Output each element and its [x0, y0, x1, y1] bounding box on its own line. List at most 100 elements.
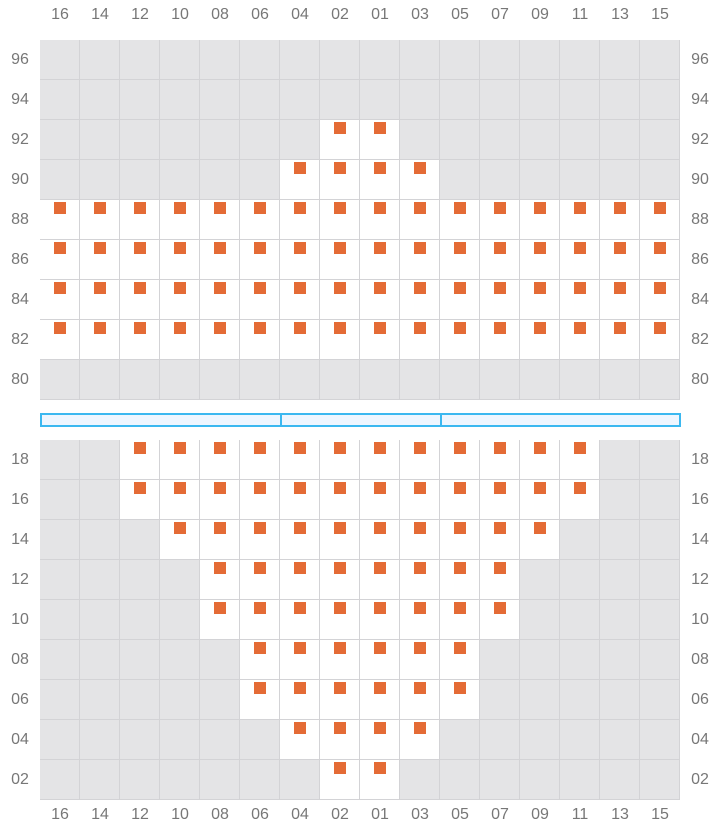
seat-84-04[interactable]: [294, 282, 306, 294]
seat-14-10[interactable]: [174, 522, 186, 534]
seat-08-05[interactable]: [454, 642, 466, 654]
seat-86-16[interactable]: [54, 242, 66, 254]
seat-88-04[interactable]: [294, 202, 306, 214]
seat-18-10[interactable]: [174, 442, 186, 454]
seat-84-06[interactable]: [254, 282, 266, 294]
seat-16-04[interactable]: [294, 482, 306, 494]
seat-82-08[interactable]: [214, 322, 226, 334]
seat-86-15[interactable]: [654, 242, 666, 254]
seat-08-04[interactable]: [294, 642, 306, 654]
seat-92-02[interactable]: [334, 122, 346, 134]
seat-82-14[interactable]: [94, 322, 106, 334]
seat-14-05[interactable]: [454, 522, 466, 534]
seat-14-09[interactable]: [534, 522, 546, 534]
seat-84-13[interactable]: [614, 282, 626, 294]
seat-16-11[interactable]: [574, 482, 586, 494]
seat-12-02[interactable]: [334, 562, 346, 574]
seat-14-07[interactable]: [494, 522, 506, 534]
seat-84-16[interactable]: [54, 282, 66, 294]
seat-18-11[interactable]: [574, 442, 586, 454]
seat-04-03[interactable]: [414, 722, 426, 734]
seat-82-02[interactable]: [334, 322, 346, 334]
seat-88-05[interactable]: [454, 202, 466, 214]
seat-86-10[interactable]: [174, 242, 186, 254]
seat-88-01[interactable]: [374, 202, 386, 214]
seat-88-16[interactable]: [54, 202, 66, 214]
seat-82-04[interactable]: [294, 322, 306, 334]
seat-84-01[interactable]: [374, 282, 386, 294]
seat-88-08[interactable]: [214, 202, 226, 214]
seat-88-06[interactable]: [254, 202, 266, 214]
seat-84-14[interactable]: [94, 282, 106, 294]
seat-90-04[interactable]: [294, 162, 306, 174]
seat-84-08[interactable]: [214, 282, 226, 294]
seat-88-11[interactable]: [574, 202, 586, 214]
seat-84-09[interactable]: [534, 282, 546, 294]
seat-84-07[interactable]: [494, 282, 506, 294]
seat-82-11[interactable]: [574, 322, 586, 334]
seat-18-03[interactable]: [414, 442, 426, 454]
seat-86-05[interactable]: [454, 242, 466, 254]
seat-04-04[interactable]: [294, 722, 306, 734]
seat-90-03[interactable]: [414, 162, 426, 174]
seat-88-12[interactable]: [134, 202, 146, 214]
seat-88-13[interactable]: [614, 202, 626, 214]
seat-16-05[interactable]: [454, 482, 466, 494]
seat-88-10[interactable]: [174, 202, 186, 214]
seat-14-01[interactable]: [374, 522, 386, 534]
seat-84-02[interactable]: [334, 282, 346, 294]
seat-82-05[interactable]: [454, 322, 466, 334]
seat-84-05[interactable]: [454, 282, 466, 294]
seat-82-06[interactable]: [254, 322, 266, 334]
seat-86-11[interactable]: [574, 242, 586, 254]
seat-16-03[interactable]: [414, 482, 426, 494]
seat-02-02[interactable]: [334, 762, 346, 774]
seat-06-01[interactable]: [374, 682, 386, 694]
seat-84-15[interactable]: [654, 282, 666, 294]
seat-86-06[interactable]: [254, 242, 266, 254]
seat-16-06[interactable]: [254, 482, 266, 494]
seat-12-07[interactable]: [494, 562, 506, 574]
seat-06-06[interactable]: [254, 682, 266, 694]
seat-86-14[interactable]: [94, 242, 106, 254]
seat-14-06[interactable]: [254, 522, 266, 534]
seat-86-13[interactable]: [614, 242, 626, 254]
seat-10-05[interactable]: [454, 602, 466, 614]
seat-82-15[interactable]: [654, 322, 666, 334]
seat-18-07[interactable]: [494, 442, 506, 454]
seat-82-12[interactable]: [134, 322, 146, 334]
seat-82-10[interactable]: [174, 322, 186, 334]
seat-08-06[interactable]: [254, 642, 266, 654]
seat-84-12[interactable]: [134, 282, 146, 294]
seat-16-01[interactable]: [374, 482, 386, 494]
seat-88-02[interactable]: [334, 202, 346, 214]
seat-18-08[interactable]: [214, 442, 226, 454]
seat-82-16[interactable]: [54, 322, 66, 334]
seat-10-08[interactable]: [214, 602, 226, 614]
seat-84-11[interactable]: [574, 282, 586, 294]
seat-84-10[interactable]: [174, 282, 186, 294]
seat-86-03[interactable]: [414, 242, 426, 254]
seat-08-02[interactable]: [334, 642, 346, 654]
seat-12-08[interactable]: [214, 562, 226, 574]
seat-06-02[interactable]: [334, 682, 346, 694]
seat-10-03[interactable]: [414, 602, 426, 614]
seat-16-08[interactable]: [214, 482, 226, 494]
seat-10-04[interactable]: [294, 602, 306, 614]
seat-14-08[interactable]: [214, 522, 226, 534]
seat-88-03[interactable]: [414, 202, 426, 214]
seat-08-01[interactable]: [374, 642, 386, 654]
seat-82-09[interactable]: [534, 322, 546, 334]
seat-16-02[interactable]: [334, 482, 346, 494]
seat-92-01[interactable]: [374, 122, 386, 134]
seat-84-03[interactable]: [414, 282, 426, 294]
seat-88-14[interactable]: [94, 202, 106, 214]
seat-18-09[interactable]: [534, 442, 546, 454]
seat-18-02[interactable]: [334, 442, 346, 454]
seat-18-04[interactable]: [294, 442, 306, 454]
seat-82-01[interactable]: [374, 322, 386, 334]
seat-82-03[interactable]: [414, 322, 426, 334]
seat-16-07[interactable]: [494, 482, 506, 494]
seat-04-01[interactable]: [374, 722, 386, 734]
seat-82-13[interactable]: [614, 322, 626, 334]
